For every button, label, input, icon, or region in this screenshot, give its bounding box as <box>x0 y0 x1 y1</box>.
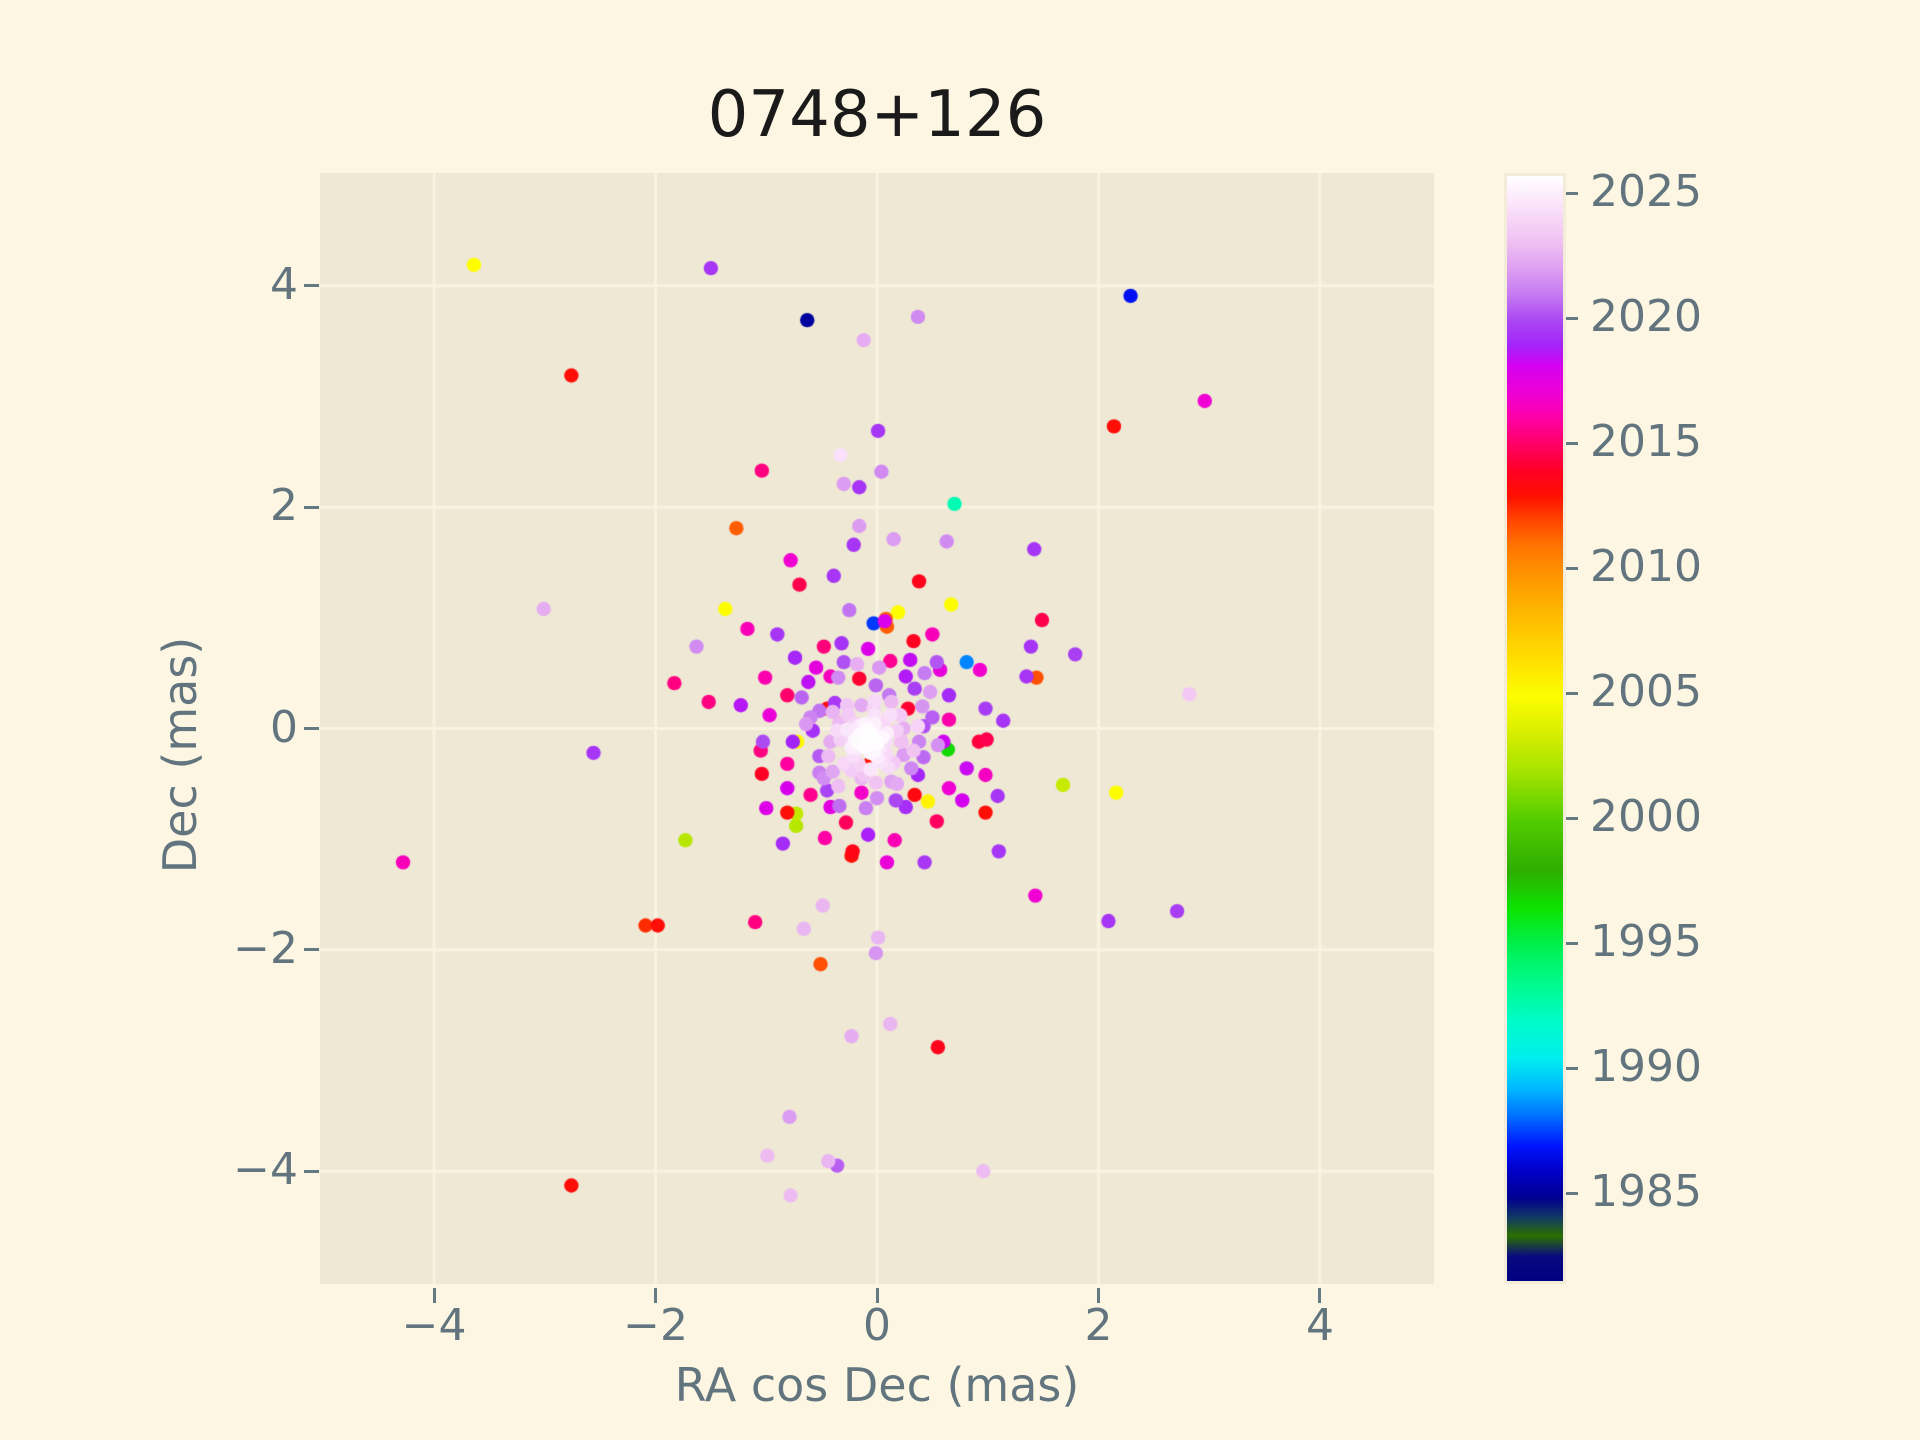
plot-title: 0748+126 <box>707 78 1047 152</box>
y-tick-mark <box>304 284 319 288</box>
x-tick-label: 2 <box>1084 1300 1113 1351</box>
colorbar-tick-mark <box>1566 566 1578 570</box>
x-tick-label: −2 <box>623 1300 688 1351</box>
scatter-canvas <box>320 173 1434 1284</box>
colorbar-tick-label: 1995 <box>1590 916 1702 967</box>
colorbar-tick-label: 1990 <box>1590 1041 1702 1092</box>
colorbar-tick-mark <box>1566 1066 1578 1070</box>
x-tick-mark <box>1318 1288 1322 1303</box>
colorbar-tick-label: 2005 <box>1590 666 1702 717</box>
colorbar-gradient <box>1507 176 1563 1281</box>
colorbar-tick-mark <box>1566 191 1578 195</box>
colorbar <box>1504 173 1566 1284</box>
colorbar-tick-mark <box>1566 691 1578 695</box>
x-tick-label: 0 <box>863 1300 891 1351</box>
y-tick-mark <box>304 948 319 952</box>
colorbar-tick-mark <box>1566 816 1578 820</box>
colorbar-tick-label: 2025 <box>1590 166 1702 217</box>
x-tick-mark <box>432 1288 436 1303</box>
y-tick-label: 4 <box>270 258 298 310</box>
colorbar-tick-mark <box>1566 1191 1578 1195</box>
y-tick-label: −2 <box>233 922 298 974</box>
colorbar-tick-label: 2020 <box>1590 291 1702 342</box>
x-tick-mark <box>875 1288 879 1303</box>
colorbar-tick-label: 1985 <box>1590 1166 1702 1217</box>
colorbar-tick-mark <box>1566 941 1578 945</box>
y-tick-label: 2 <box>270 480 298 532</box>
colorbar-tick-label: 2010 <box>1590 541 1702 592</box>
x-tick-mark <box>654 1288 658 1303</box>
y-tick-label: 0 <box>270 701 298 753</box>
y-tick-label: −4 <box>233 1144 298 1196</box>
x-tick-label: 4 <box>1305 1300 1334 1351</box>
y-tick-mark <box>304 1169 319 1173</box>
colorbar-tick-label: 2000 <box>1590 791 1702 842</box>
y-tick-mark <box>304 505 319 509</box>
x-axis-label: RA cos Dec (mas) <box>674 1358 1080 1412</box>
colorbar-tick-label: 2015 <box>1590 416 1702 467</box>
x-tick-label: −4 <box>401 1300 467 1351</box>
y-tick-mark <box>304 727 319 730</box>
x-tick-mark <box>1096 1288 1100 1303</box>
colorbar-tick-mark <box>1566 316 1578 320</box>
plot-area <box>320 173 1434 1284</box>
colorbar-tick-mark <box>1566 441 1578 445</box>
